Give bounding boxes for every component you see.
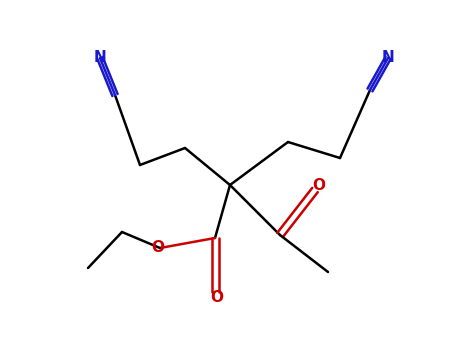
Text: O: O bbox=[313, 178, 325, 194]
Text: N: N bbox=[382, 50, 394, 65]
Text: O: O bbox=[152, 240, 165, 256]
Text: O: O bbox=[211, 289, 223, 304]
Text: N: N bbox=[94, 50, 106, 65]
